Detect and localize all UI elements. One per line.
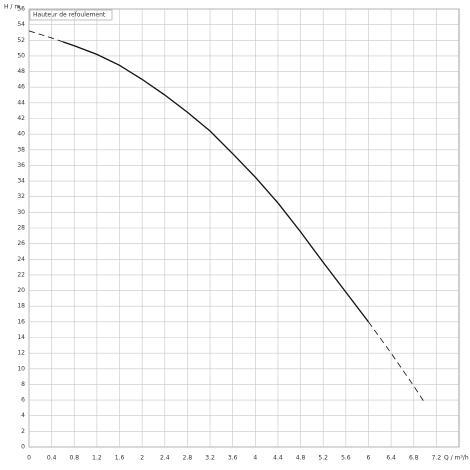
curve <box>62 41 369 323</box>
y-tick-label: 0 <box>21 444 25 451</box>
x-tick-label: 3.2 <box>205 455 215 462</box>
x-tick-label: 5.2 <box>318 455 328 462</box>
annotation-box <box>29 9 113 21</box>
y-tick-label: 18 <box>17 303 25 310</box>
y-tick-label: 30 <box>17 209 25 216</box>
x-tick-label: 0 <box>27 455 31 462</box>
y-tick-label: 26 <box>17 240 25 247</box>
x-tick-label: 0.8 <box>69 455 79 462</box>
y-axis-label: H / m <box>4 4 20 11</box>
x-tick-label: 2.4 <box>160 455 170 462</box>
annotation: Hauteur de refoulement <box>33 12 106 19</box>
x-tick-label: 0.4 <box>47 455 57 462</box>
x-tick-label: 6 <box>367 455 371 462</box>
y-tick-label: 32 <box>17 193 25 200</box>
y-tick-label: 2 <box>21 428 25 435</box>
y-tick-label: 56 <box>17 6 25 13</box>
y-tick-label: 12 <box>17 350 25 357</box>
y-tick-label: 50 <box>17 52 25 59</box>
y-tick-label: 44 <box>17 99 25 106</box>
y-tick-label: 40 <box>17 131 25 138</box>
x-tick-label: 4 <box>253 455 257 462</box>
x-tick-label: 7.2 <box>432 455 442 462</box>
x-tick-label: 2 <box>140 455 144 462</box>
y-tick-label: 36 <box>17 162 25 169</box>
x-tick-label: 5.6 <box>341 455 351 462</box>
y-tick-label: 42 <box>17 115 25 122</box>
y-tick-label: 46 <box>17 84 25 91</box>
y-tick-label: 8 <box>21 381 25 388</box>
dashed-curve <box>28 30 426 404</box>
y-tick-label: 20 <box>17 287 25 294</box>
x-axis-label: Q / m³/h <box>444 455 469 462</box>
y-tick-label: 38 <box>17 146 25 153</box>
x-tick-label: 1.2 <box>92 455 102 462</box>
y-tick-label: 28 <box>17 225 25 232</box>
x-tick-label: 3.6 <box>228 455 238 462</box>
x-tick-label: 6.4 <box>386 455 396 462</box>
y-tick-label: 14 <box>17 334 25 341</box>
x-tick-label: 4.4 <box>273 455 283 462</box>
x-tick-label: 1.6 <box>115 455 125 462</box>
y-tick-label: 16 <box>17 318 25 325</box>
y-tick-label: 6 <box>21 397 25 404</box>
y-tick-label: 24 <box>17 256 25 263</box>
x-tick-label: 2.8 <box>183 455 193 462</box>
y-tick-label: 54 <box>17 21 25 28</box>
y-tick-label: 52 <box>17 37 25 44</box>
x-tick-label: 6.8 <box>409 455 419 462</box>
y-tick-label: 22 <box>17 271 25 278</box>
x-tick-label: 4.8 <box>296 455 306 462</box>
y-tick-label: 48 <box>17 68 25 75</box>
y-tick-label: 10 <box>17 365 25 372</box>
y-tick-label: 34 <box>17 178 25 185</box>
y-tick-label: 4 <box>21 412 25 419</box>
